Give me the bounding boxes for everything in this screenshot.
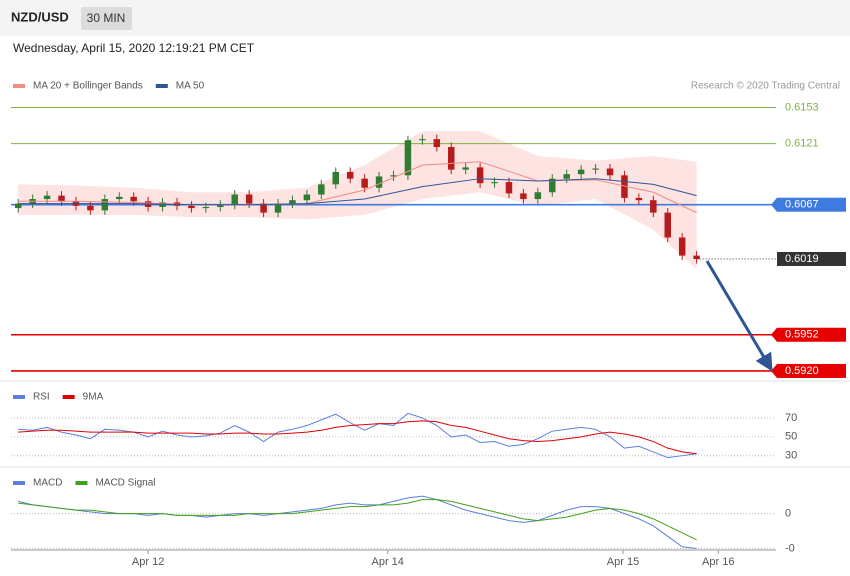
candle-body — [159, 202, 166, 207]
candle-body — [635, 197, 643, 201]
candle-body — [217, 204, 224, 207]
level-label: 0.6067 — [785, 199, 819, 211]
y-tick-label: 50 — [785, 431, 797, 443]
level-badge-tip — [771, 363, 777, 378]
timeframe-button[interactable] — [81, 7, 132, 30]
y-tick-label: 70 — [785, 412, 797, 424]
candle-body — [101, 199, 109, 211]
x-tick-label: Apr 14 — [372, 556, 404, 568]
legend-swatch — [75, 481, 88, 485]
candle-body — [563, 174, 570, 179]
level-label: 0.6121 — [785, 138, 819, 150]
x-tick-label: Apr 12 — [132, 556, 164, 568]
candle-body — [390, 175, 397, 177]
candle-body — [116, 196, 123, 200]
level-badge — [777, 197, 846, 212]
timestamp: Wednesday, April 15, 2020 12:19:21 PM CE… — [13, 41, 255, 55]
candle-body — [303, 194, 311, 201]
candle-body — [650, 200, 657, 213]
candle-body — [606, 168, 614, 176]
candle-body — [245, 194, 253, 204]
candle-body — [664, 212, 671, 238]
candle-body — [361, 178, 368, 188]
legend-label: 9MA — [83, 392, 104, 403]
ma-line — [18, 178, 697, 206]
level-label: 0.5920 — [785, 365, 819, 377]
x-tick-label: Apr 16 — [702, 556, 734, 568]
candle-body — [476, 167, 484, 184]
y-tick-label: -0 — [785, 542, 795, 554]
indicator-line — [18, 499, 697, 541]
candle-body — [14, 203, 22, 209]
candle-body — [274, 203, 282, 213]
candle-body — [318, 184, 325, 195]
legend-label: RSI — [33, 392, 50, 403]
candle-body — [202, 206, 210, 209]
legend-label: MACD — [33, 478, 62, 489]
candle-body — [505, 182, 513, 194]
legend-swatch — [13, 84, 25, 88]
candle-body — [549, 178, 556, 193]
symbol: NZD/USD — [11, 9, 69, 24]
candle-body — [130, 196, 137, 202]
legend-swatch — [13, 481, 25, 485]
level-badge — [777, 363, 846, 378]
header-bar — [0, 0, 850, 36]
candle-body — [188, 205, 195, 209]
candle-body — [678, 237, 686, 256]
candle-body — [447, 147, 455, 170]
candle-body — [433, 139, 441, 148]
indicator-line — [18, 420, 697, 455]
candle-body — [289, 200, 296, 204]
legend-label: MACD Signal — [95, 478, 155, 489]
candle-body — [58, 195, 65, 202]
candle-body — [231, 194, 238, 205]
level-badge — [777, 327, 846, 342]
candle-body — [260, 203, 267, 213]
level-label: 0.6153 — [785, 101, 819, 113]
indicator-line — [18, 495, 697, 550]
level-label: 0.5952 — [785, 329, 819, 341]
candle-body — [491, 182, 498, 184]
last-price-label: 0.6019 — [785, 253, 819, 265]
credit: Research © 2020 Trading Central — [691, 81, 840, 92]
y-tick-label: 0 — [785, 508, 791, 520]
candle-body — [534, 192, 542, 200]
bollinger-band — [18, 131, 697, 270]
candle-body — [621, 175, 628, 198]
candle-body — [375, 176, 383, 188]
level-badge-tip — [771, 197, 777, 212]
timeframe[interactable]: 30 MIN — [87, 11, 126, 25]
level-badge-tip — [771, 327, 777, 342]
x-tick-label: Apr 15 — [607, 556, 639, 568]
candle-body — [43, 195, 51, 200]
forecast-arrow — [705, 260, 773, 372]
candle-body — [419, 139, 426, 141]
legend-swatch — [155, 84, 168, 88]
legend-label: MA 20 + Bollinger Bands — [33, 81, 143, 92]
candle-body — [462, 167, 469, 170]
candle-body — [693, 255, 700, 259]
y-tick-label: 30 — [785, 450, 797, 462]
last-price-badge — [777, 251, 846, 266]
candle-body — [332, 171, 340, 185]
ma-line — [18, 161, 697, 214]
candle-body — [577, 169, 585, 175]
legend-swatch — [13, 395, 25, 399]
candle-body — [520, 193, 527, 200]
legend-swatch — [62, 395, 75, 399]
legend-label: MA 50 — [176, 81, 205, 92]
candle-body — [592, 168, 599, 170]
candle-body — [346, 171, 354, 179]
indicator-line — [18, 412, 697, 459]
candle-body — [404, 140, 412, 176]
candle-body — [87, 205, 94, 211]
